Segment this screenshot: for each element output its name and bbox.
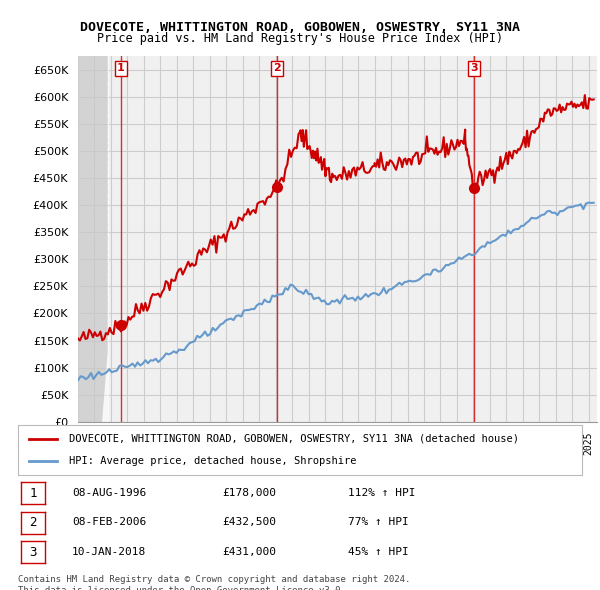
Text: DOVECOTE, WHITTINGTON ROAD, GOBOWEN, OSWESTRY, SY11 3NA: DOVECOTE, WHITTINGTON ROAD, GOBOWEN, OSW…	[80, 21, 520, 34]
Text: 2: 2	[29, 516, 37, 529]
Text: 3: 3	[470, 63, 478, 73]
Text: 45% ↑ HPI: 45% ↑ HPI	[348, 547, 409, 556]
Text: 3: 3	[29, 546, 37, 559]
Text: 08-AUG-1996: 08-AUG-1996	[72, 488, 146, 497]
Text: Price paid vs. HM Land Registry's House Price Index (HPI): Price paid vs. HM Land Registry's House …	[97, 32, 503, 45]
Text: 1: 1	[29, 487, 37, 500]
Text: DOVECOTE, WHITTINGTON ROAD, GOBOWEN, OSWESTRY, SY11 3NA (detached house): DOVECOTE, WHITTINGTON ROAD, GOBOWEN, OSW…	[69, 434, 519, 444]
Text: 77% ↑ HPI: 77% ↑ HPI	[348, 517, 409, 527]
Text: 2: 2	[274, 63, 281, 73]
Text: 112% ↑ HPI: 112% ↑ HPI	[348, 488, 415, 497]
Text: £431,000: £431,000	[222, 547, 276, 556]
Text: 1: 1	[117, 63, 125, 73]
Bar	[78, 56, 107, 422]
Text: HPI: Average price, detached house, Shropshire: HPI: Average price, detached house, Shro…	[69, 456, 356, 466]
Text: £432,500: £432,500	[222, 517, 276, 527]
Text: £178,000: £178,000	[222, 488, 276, 497]
Text: 08-FEB-2006: 08-FEB-2006	[72, 517, 146, 527]
Text: Contains HM Land Registry data © Crown copyright and database right 2024.
This d: Contains HM Land Registry data © Crown c…	[18, 575, 410, 590]
Text: 10-JAN-2018: 10-JAN-2018	[72, 547, 146, 556]
